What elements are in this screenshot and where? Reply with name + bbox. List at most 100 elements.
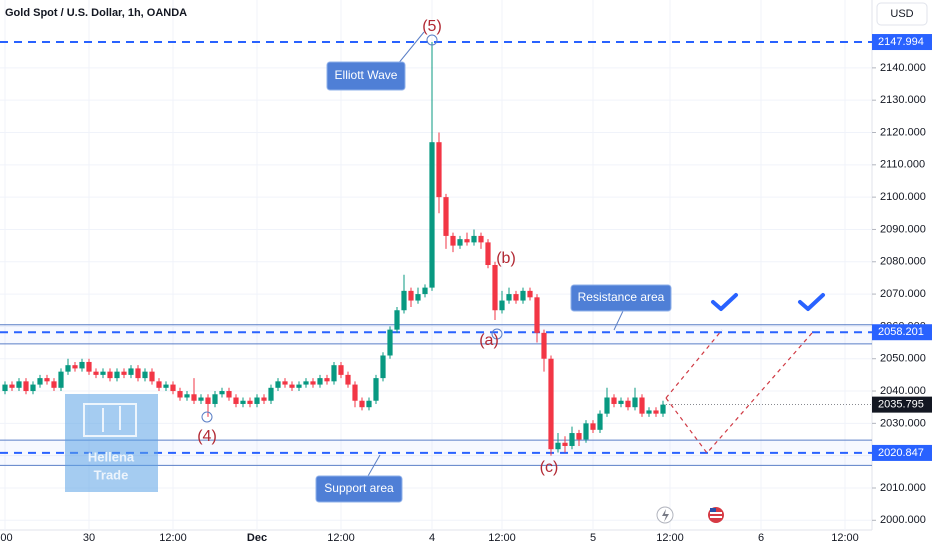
candle-body <box>569 433 575 446</box>
candle-body <box>226 391 232 398</box>
candle-body <box>135 368 141 379</box>
y-tick-label: 2110.000 <box>880 159 925 171</box>
candle-body <box>142 371 148 379</box>
candle-body <box>254 397 260 404</box>
x-tick-label: 5 <box>590 532 596 544</box>
candle-body <box>58 371 64 388</box>
candle-body <box>310 381 316 385</box>
projection-line <box>665 329 723 399</box>
candle-body <box>443 197 449 236</box>
candle-body <box>30 384 36 392</box>
candle-body <box>93 371 99 375</box>
candle-body <box>506 294 512 301</box>
y-tick-label: 2130.000 <box>880 94 926 106</box>
wave-label: (5) <box>422 18 442 35</box>
candle-body <box>366 400 372 408</box>
wave-point <box>491 328 503 340</box>
candle-body <box>415 294 421 301</box>
candle-body <box>233 397 239 404</box>
watermark-text: Hellena <box>88 449 135 464</box>
candle-body <box>16 381 22 388</box>
currency-button[interactable] <box>876 2 928 26</box>
candle-body <box>562 442 568 446</box>
candle-body <box>149 371 155 382</box>
level-label: 2058.201 <box>878 326 924 338</box>
last-price-bg <box>872 396 932 413</box>
x-tick-label: :00 <box>0 532 13 544</box>
candle-body <box>639 397 645 414</box>
candle-body <box>65 365 71 372</box>
watermark-icon <box>83 403 137 437</box>
event-icon-glyph <box>710 512 722 514</box>
level-label-bg <box>872 444 932 461</box>
candle-body <box>604 397 610 414</box>
x-tick-label: 4 <box>429 532 435 544</box>
event-icon-glyph <box>662 509 669 522</box>
candle-body <box>492 265 498 311</box>
candle-body <box>534 297 540 333</box>
check-mark <box>798 293 825 311</box>
candle-body <box>527 290 533 298</box>
candle-body <box>408 290 414 301</box>
y-tick-label: 2030.000 <box>880 417 926 429</box>
watermark: Hellena Trade <box>65 394 158 492</box>
wave-label: (c) <box>540 459 559 476</box>
candle-body <box>380 355 386 379</box>
axes: 2000.0002010.0002020.0002030.0002040.000… <box>0 34 932 544</box>
candle-body <box>247 400 253 404</box>
wave-label: (4) <box>197 428 217 445</box>
candle-body <box>394 310 400 330</box>
level-label: 2020.847 <box>878 447 924 459</box>
candle-body <box>156 381 162 388</box>
callout-pointer <box>613 310 624 331</box>
candle-body <box>520 290 526 301</box>
level-label: 2147.994 <box>878 36 924 48</box>
candle-body <box>2 384 8 392</box>
candle-body <box>163 384 169 388</box>
wave-label: (a) <box>479 332 499 349</box>
candle-body <box>275 381 281 388</box>
candle-body <box>37 378 43 385</box>
candle-body <box>450 235 456 246</box>
grid <box>0 0 872 530</box>
x-tick-label: 12:00 <box>831 532 859 544</box>
y-tick-label: 2090.000 <box>880 223 926 235</box>
candle-body <box>653 410 659 414</box>
event-icons <box>656 506 724 524</box>
y-tick-label: 2050.000 <box>880 353 926 365</box>
x-tick-label: 12:00 <box>327 532 355 544</box>
candle-body <box>79 361 85 369</box>
candle-body <box>324 378 330 382</box>
level-label-bg <box>872 34 932 51</box>
y-tick-label: 2080.000 <box>880 256 926 268</box>
candle-body <box>261 397 267 401</box>
watermark-box <box>65 394 158 492</box>
callout-text: Resistance area <box>578 290 665 304</box>
x-tick-label: 12:00 <box>488 532 516 544</box>
candle-body <box>100 371 106 375</box>
candle-body <box>44 378 50 382</box>
candle-body <box>548 358 554 450</box>
candle-body <box>555 442 561 450</box>
candle-body <box>338 365 344 375</box>
callout-text: Elliott Wave <box>335 68 398 82</box>
wave-label: (b) <box>496 250 516 267</box>
candle-body <box>387 329 393 356</box>
x-tick-label: 12:00 <box>159 532 187 544</box>
candle-body <box>660 404 666 414</box>
candle-body <box>429 142 435 288</box>
check-mark <box>711 293 738 311</box>
candle-body <box>485 242 491 265</box>
candle-body <box>359 400 365 408</box>
callout-pointer <box>367 454 381 477</box>
candle-body <box>303 381 309 385</box>
currency-label[interactable]: USD <box>890 8 913 20</box>
candle-body <box>471 235 477 243</box>
x-tick-label: 30 <box>83 532 95 544</box>
candle-body <box>23 381 29 392</box>
y-tick-label: 2040.000 <box>880 385 926 397</box>
candle-body <box>646 410 652 414</box>
candle-body <box>345 374 351 385</box>
candle-body <box>611 397 617 404</box>
wave-point <box>201 411 213 423</box>
